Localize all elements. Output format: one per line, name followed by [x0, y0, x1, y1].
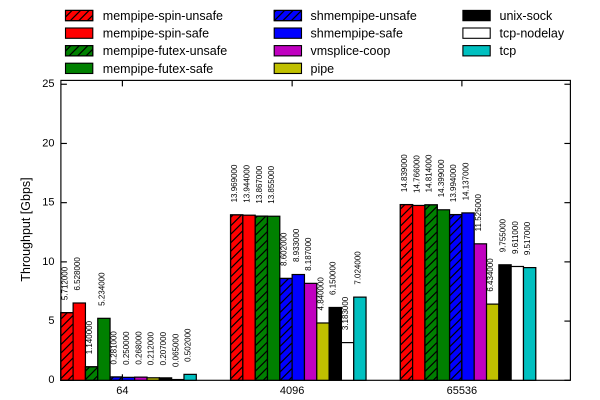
svg-text:0.250000: 0.250000	[122, 331, 131, 365]
svg-text:unix-sock: unix-sock	[500, 9, 554, 23]
svg-text:tcp-nodelay: tcp-nodelay	[500, 27, 565, 41]
svg-text:8.933000: 8.933000	[292, 228, 301, 262]
svg-text:shmempipe-unsafe: shmempipe-unsafe	[311, 9, 417, 23]
svg-text:64: 64	[116, 385, 128, 397]
svg-text:25: 25	[42, 78, 54, 90]
svg-text:mempipe-futex-safe: mempipe-futex-safe	[103, 62, 214, 76]
svg-text:mempipe-spin-unsafe: mempipe-spin-unsafe	[103, 9, 223, 23]
svg-text:14.839000: 14.839000	[400, 154, 409, 192]
svg-text:pipe: pipe	[311, 62, 335, 76]
svg-text:0.281000: 0.281000	[110, 331, 119, 365]
svg-text:20: 20	[42, 137, 54, 149]
svg-text:13.944000: 13.944000	[243, 164, 252, 202]
svg-text:13.969000: 13.969000	[230, 164, 239, 202]
svg-text:0.212000: 0.212000	[147, 331, 156, 365]
svg-text:15: 15	[42, 197, 54, 209]
svg-text:0.502000: 0.502000	[184, 328, 193, 362]
svg-text:6.434000: 6.434000	[486, 258, 495, 292]
svg-text:5: 5	[48, 315, 54, 327]
svg-text:10: 10	[42, 256, 54, 268]
svg-text:6.150000: 6.150000	[329, 261, 338, 295]
svg-text:9.755000: 9.755000	[499, 218, 508, 252]
svg-text:6.528000: 6.528000	[73, 257, 82, 291]
svg-text:1.140000: 1.140000	[85, 320, 94, 354]
svg-text:5.234000: 5.234000	[97, 272, 106, 306]
svg-text:vmsplice-coop: vmsplice-coop	[311, 44, 391, 58]
svg-text:0.268000: 0.268000	[134, 331, 143, 365]
svg-text:0.065000: 0.065000	[171, 333, 180, 367]
svg-text:Throughput [Gbps]: Throughput [Gbps]	[19, 177, 33, 281]
svg-text:0.207000: 0.207000	[159, 331, 168, 365]
svg-text:13.994000: 13.994000	[449, 164, 458, 202]
svg-text:14.814000: 14.814000	[425, 154, 434, 192]
svg-text:7.024000: 7.024000	[353, 251, 362, 285]
svg-text:4.840000: 4.840000	[316, 277, 325, 311]
svg-text:tcp: tcp	[500, 44, 517, 58]
svg-text:14.399000: 14.399000	[437, 159, 446, 197]
svg-text:4096: 4096	[280, 385, 304, 397]
svg-text:13.855000: 13.855000	[267, 165, 276, 203]
svg-text:shmempipe-safe: shmempipe-safe	[311, 27, 403, 41]
svg-text:65536: 65536	[447, 385, 478, 397]
svg-text:3.183000: 3.183000	[341, 296, 350, 330]
svg-text:8.187000: 8.187000	[304, 237, 313, 271]
svg-text:14.766000: 14.766000	[412, 155, 421, 193]
svg-text:9.517000: 9.517000	[523, 221, 532, 255]
svg-text:11.525000: 11.525000	[474, 194, 483, 232]
svg-text:9.611000: 9.611000	[511, 221, 520, 254]
svg-text:0: 0	[48, 374, 54, 386]
svg-text:8.602000: 8.602000	[279, 232, 288, 266]
svg-text:13.867000: 13.867000	[255, 165, 264, 203]
svg-text:mempipe-futex-unsafe: mempipe-futex-unsafe	[103, 44, 227, 58]
svg-text:14.137000: 14.137000	[462, 162, 471, 200]
svg-text:mempipe-spin-safe: mempipe-spin-safe	[103, 27, 209, 41]
svg-text:5.712000: 5.712000	[60, 266, 69, 300]
